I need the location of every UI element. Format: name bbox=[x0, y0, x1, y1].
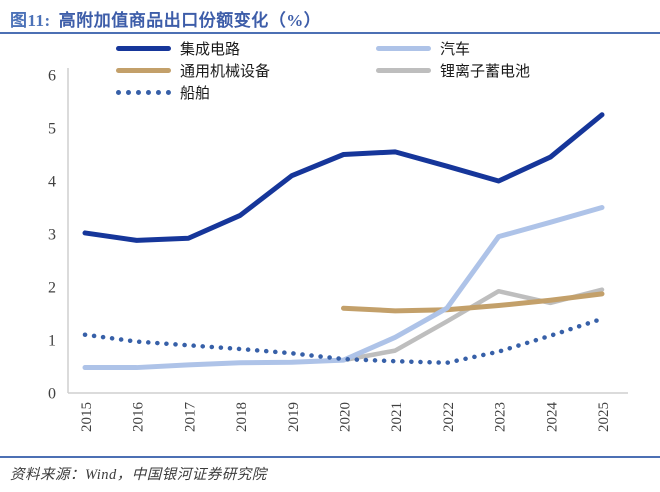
footer-divider-rule bbox=[0, 456, 660, 458]
chart-title-text: 高附加值商品出口份额变化（%） bbox=[58, 11, 322, 30]
figure-number-label: 图11: bbox=[10, 11, 51, 30]
y-tick-label-1: 1 bbox=[48, 333, 56, 350]
chart-title: 图11: 高附加值商品出口份额变化（%） bbox=[10, 6, 321, 31]
y-tick-label-3: 3 bbox=[48, 227, 56, 244]
y-tick-label-0: 0 bbox=[48, 386, 56, 403]
x-tick-label-2019: 2019 bbox=[286, 402, 302, 432]
series-line-automobiles bbox=[82, 205, 605, 371]
legend-swatch-lithium-ion-battery bbox=[376, 67, 431, 73]
x-tick-label-2015: 2015 bbox=[79, 402, 95, 432]
data-source-note: 资料来源：Wind，中国银河证券研究院 bbox=[10, 467, 267, 483]
series-line-general-machinery bbox=[341, 291, 605, 314]
title-divider-rule bbox=[0, 32, 660, 34]
legend-item-general-machinery: 通用机械设备 bbox=[116, 60, 376, 81]
legend-swatch-ships bbox=[116, 89, 171, 95]
x-tick-label-2020: 2020 bbox=[338, 402, 354, 432]
legend-swatch-automobiles bbox=[376, 45, 431, 51]
legend-item-ships: 船舶 bbox=[116, 82, 376, 103]
x-tick-label-2016: 2016 bbox=[131, 402, 147, 433]
legend-swatch-integrated-circuits bbox=[116, 45, 171, 51]
legend-item-automobiles: 汽车 bbox=[376, 38, 616, 59]
legend-item-integrated-circuits: 集成电路 bbox=[116, 38, 376, 59]
series-line-integrated-circuits bbox=[82, 112, 605, 243]
x-tick-label-2018: 2018 bbox=[234, 402, 250, 432]
x-tick-label-2022: 2022 bbox=[441, 402, 457, 432]
legend-label-lithium-ion-battery: 锂离子蓄电池 bbox=[440, 63, 531, 80]
legend-swatch-general-machinery bbox=[116, 67, 171, 73]
y-tick-label-4: 4 bbox=[48, 174, 56, 191]
x-tick-label-2025: 2025 bbox=[596, 402, 612, 432]
legend-label-general-machinery: 通用机械设备 bbox=[180, 63, 271, 80]
x-tick-label-2017: 2017 bbox=[182, 402, 198, 433]
legend-label-integrated-circuits: 集成电路 bbox=[180, 41, 241, 58]
x-tick-label-2023: 2023 bbox=[493, 402, 509, 432]
x-tick-label-2021: 2021 bbox=[389, 402, 405, 432]
legend-label-automobiles: 汽车 bbox=[440, 41, 471, 58]
y-tick-label-5: 5 bbox=[48, 121, 56, 138]
x-tick-label-2024: 2024 bbox=[544, 402, 560, 433]
y-tick-label-2: 2 bbox=[48, 280, 56, 297]
series-line-ships bbox=[82, 316, 605, 366]
chart-legend: 集成电路 汽车通用机械设备 锂离子蓄电池船舶 bbox=[116, 37, 616, 103]
legend-label-ships: 船舶 bbox=[180, 85, 211, 102]
legend-item-lithium-ion-battery: 锂离子蓄电池 bbox=[376, 60, 616, 81]
y-tick-label-6: 6 bbox=[48, 68, 56, 85]
